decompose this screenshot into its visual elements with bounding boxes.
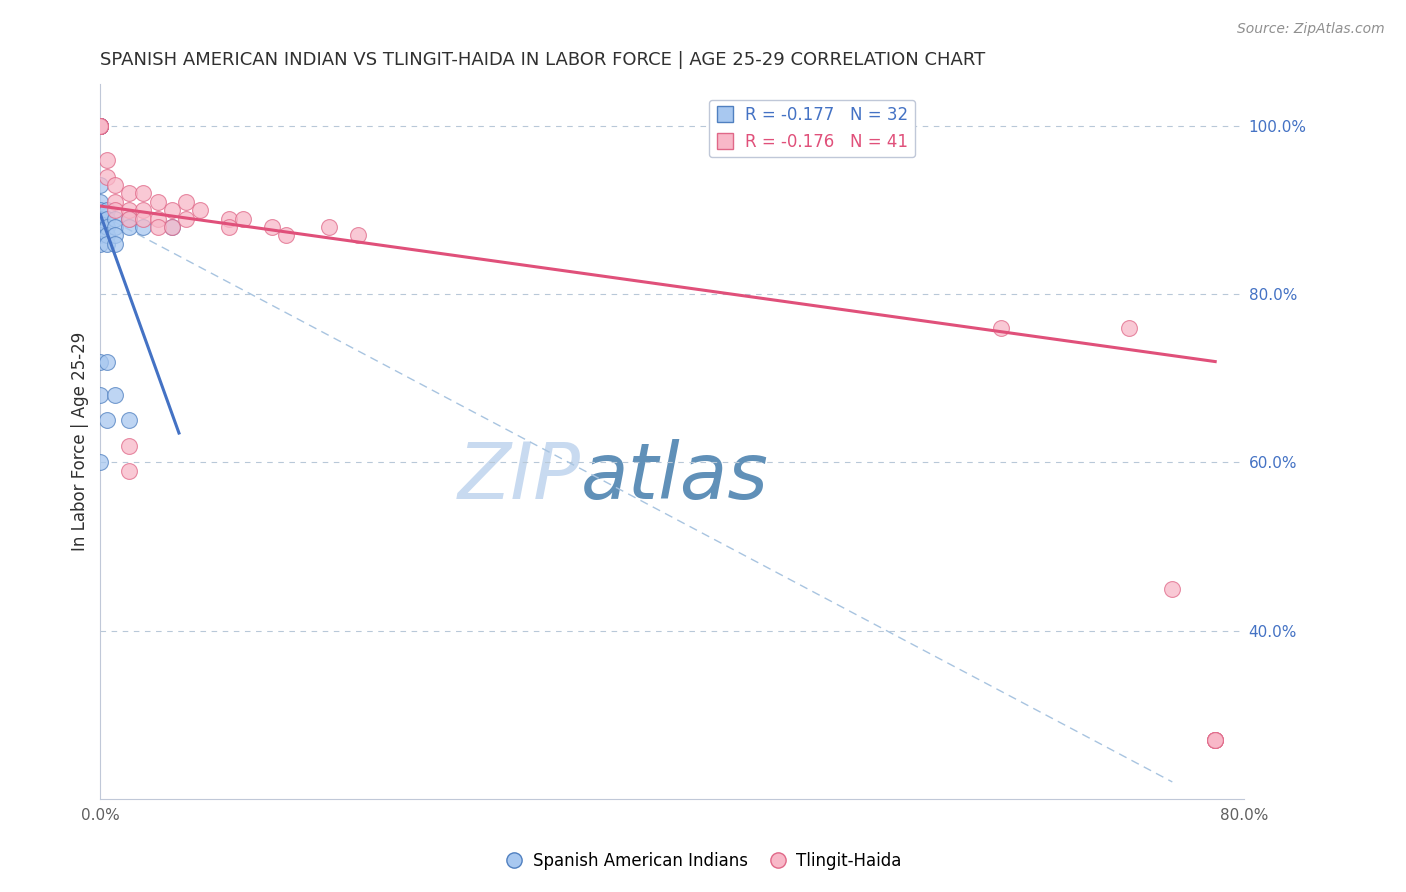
Point <box>346 228 368 243</box>
Point <box>89 354 111 368</box>
Point <box>89 119 111 133</box>
Point <box>174 211 197 226</box>
Point <box>89 178 111 192</box>
Point <box>118 211 141 226</box>
Point <box>89 119 111 133</box>
Point <box>218 220 240 235</box>
Point <box>218 211 240 226</box>
Point <box>160 220 183 235</box>
Point <box>96 153 118 167</box>
Point <box>96 236 118 251</box>
Y-axis label: In Labor Force | Age 25-29: In Labor Force | Age 25-29 <box>72 332 89 551</box>
Point <box>118 220 141 235</box>
Point <box>160 220 183 235</box>
Point <box>89 455 111 469</box>
Point <box>260 220 283 235</box>
Point <box>1161 582 1184 596</box>
Point <box>89 228 111 243</box>
Point <box>160 203 183 218</box>
Point <box>132 211 155 226</box>
Text: Source: ZipAtlas.com: Source: ZipAtlas.com <box>1237 22 1385 37</box>
Point <box>174 194 197 209</box>
Point <box>89 119 111 133</box>
Point <box>1204 732 1226 747</box>
Point <box>104 203 127 218</box>
Point <box>104 228 127 243</box>
Point <box>132 203 155 218</box>
Point <box>89 119 111 133</box>
Point <box>1204 732 1226 747</box>
Point <box>104 194 127 209</box>
Point <box>104 220 127 235</box>
Point <box>89 119 111 133</box>
Point <box>1204 732 1226 747</box>
Point <box>96 203 118 218</box>
Point <box>118 464 141 478</box>
Text: ZIP: ZIP <box>457 439 581 516</box>
Point <box>89 119 111 133</box>
Point <box>190 203 212 218</box>
Point <box>89 119 111 133</box>
Point <box>232 211 254 226</box>
Point <box>118 203 141 218</box>
Point <box>89 119 111 133</box>
Point <box>1204 732 1226 747</box>
Point <box>89 194 111 209</box>
Point <box>318 220 340 235</box>
Point <box>1204 732 1226 747</box>
Point <box>104 211 127 226</box>
Point <box>132 220 155 235</box>
Point <box>276 228 298 243</box>
Point <box>118 439 141 453</box>
Point <box>132 186 155 201</box>
Legend: Spanish American Indians, Tlingit-Haida: Spanish American Indians, Tlingit-Haida <box>498 846 908 877</box>
Point <box>104 178 127 192</box>
Point <box>118 186 141 201</box>
Point <box>89 119 111 133</box>
Point <box>990 321 1012 335</box>
Point <box>118 413 141 427</box>
Point <box>89 220 111 235</box>
Point <box>96 228 118 243</box>
Point <box>104 236 127 251</box>
Point <box>146 211 169 226</box>
Point <box>96 354 118 368</box>
Point <box>96 220 118 235</box>
Point <box>118 211 141 226</box>
Point <box>89 203 111 218</box>
Point <box>96 413 118 427</box>
Legend: R = -0.177   N = 32, R = -0.176   N = 41: R = -0.177 N = 32, R = -0.176 N = 41 <box>709 100 915 157</box>
Point <box>89 211 111 226</box>
Point <box>96 211 118 226</box>
Text: atlas: atlas <box>581 439 769 516</box>
Point <box>96 169 118 184</box>
Point <box>89 236 111 251</box>
Text: SPANISH AMERICAN INDIAN VS TLINGIT-HAIDA IN LABOR FORCE | AGE 25-29 CORRELATION : SPANISH AMERICAN INDIAN VS TLINGIT-HAIDA… <box>100 51 986 69</box>
Point <box>104 388 127 402</box>
Point <box>89 119 111 133</box>
Point <box>89 388 111 402</box>
Point <box>1118 321 1140 335</box>
Point <box>146 194 169 209</box>
Point <box>146 220 169 235</box>
